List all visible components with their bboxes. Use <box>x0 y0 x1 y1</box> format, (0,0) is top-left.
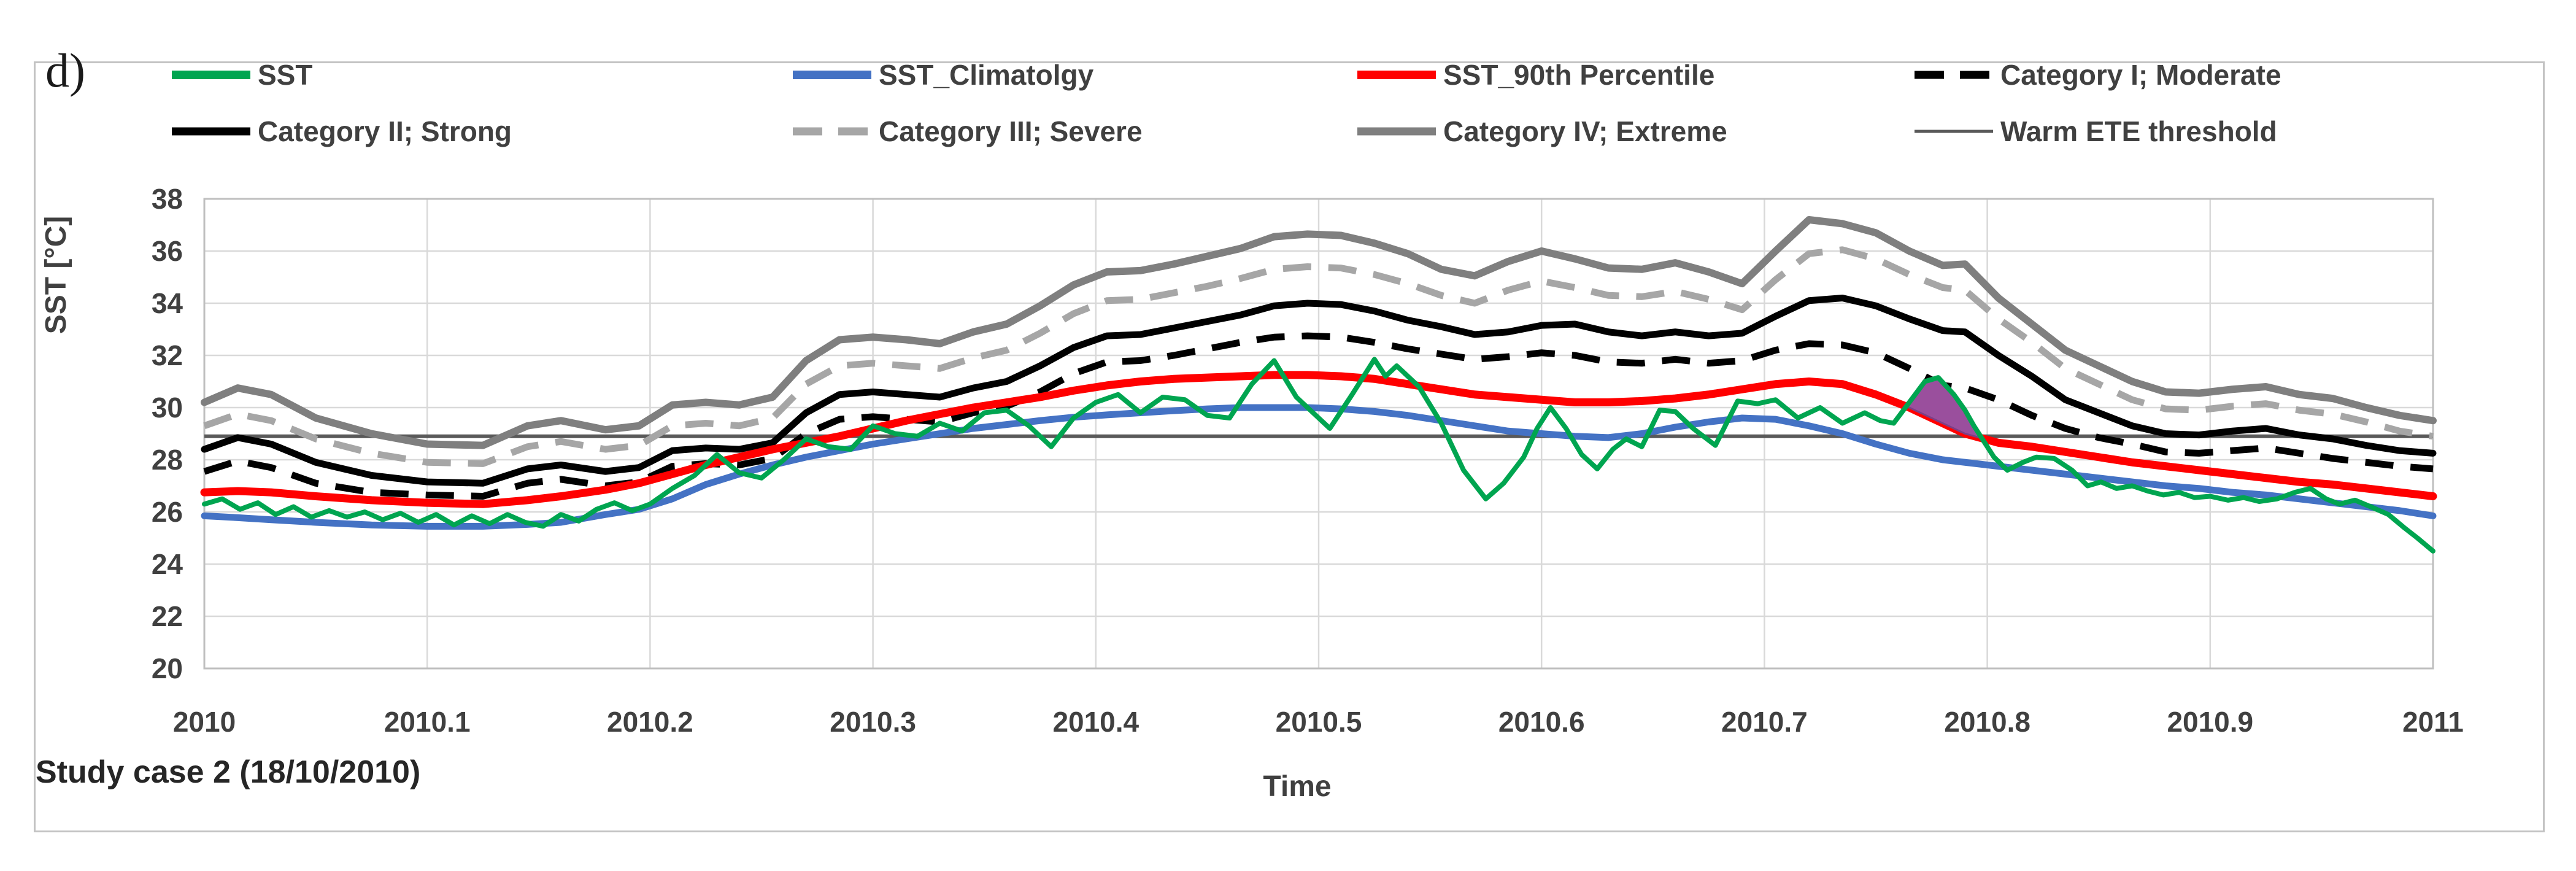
figure-border <box>34 61 2545 832</box>
y-axis-tick-label: 38 <box>152 183 183 215</box>
legend-item-label: Warm ETE threshold <box>2000 115 2277 147</box>
y-axis-tick-label: 32 <box>152 339 183 371</box>
x-axis-tick-label: 2010.5 <box>1276 706 1362 738</box>
legend-item-sst: SST <box>171 58 312 92</box>
y-axis-title: SST [°C] <box>40 215 72 335</box>
x-axis-tick-label: 2010.3 <box>830 706 916 738</box>
y-axis-tick-label: 20 <box>152 652 183 684</box>
x-axis-tick-label: 2011 <box>2402 706 2464 738</box>
series-category-ii-strong <box>201 295 2437 487</box>
legend-item-label: Category IV; Extreme <box>1443 115 1727 147</box>
legend-item-category-iv-extreme: Category IV; Extreme <box>1356 114 1727 149</box>
legend-swatch-category-ii-strong <box>172 127 250 136</box>
legend-swatch-sst-climatolgy <box>793 71 871 79</box>
x-axis-tick-label: 2010.7 <box>1721 706 1808 738</box>
legend-item-label: Category III; Severe <box>879 115 1143 147</box>
x-axis-tick-label: 2010.8 <box>1944 706 2030 738</box>
legend-swatch-sst-90th-percentile <box>1357 71 1436 79</box>
x-axis-tick-label: 2010.4 <box>1052 706 1139 738</box>
x-axis-tick-label: 2010.2 <box>607 706 693 738</box>
y-axis-tick-label: 28 <box>152 444 183 476</box>
x-axis-tick-label: 2010.6 <box>1498 706 1585 738</box>
legend-item-category-ii-strong: Category II; Strong <box>171 114 512 149</box>
y-axis-tick-label: 24 <box>152 548 183 580</box>
legend-item-category-iii-severe: Category III; Severe <box>792 114 1143 149</box>
series-sst-90th-percentile <box>200 371 2437 508</box>
y-axis-tick-label: 22 <box>152 600 183 632</box>
y-axis-tick-label: 36 <box>152 235 183 267</box>
legend-item-sst-climatolgy: SST_Climatolgy <box>792 58 1093 92</box>
legend-item-sst-90th-percentile: SST_90th Percentile <box>1356 58 1714 92</box>
legend-item-category-i-moderate: Category I; Moderate <box>1913 58 2281 92</box>
x-axis-tick-label: 2010 <box>173 706 236 738</box>
series-category-iv-extreme <box>201 216 2437 449</box>
panel-label: d) <box>45 44 85 97</box>
study-case-annotation: Study case 2 (18/10/2010) <box>36 754 421 790</box>
legend-item-label: SST <box>258 59 313 91</box>
series-category-iii-severe <box>203 246 2434 467</box>
legend-item-label: Category I; Moderate <box>2000 59 2281 91</box>
series-category-i-moderate <box>203 332 2434 500</box>
legend-swatch-sst <box>172 71 250 79</box>
x-axis-title: Time <box>1263 770 1332 803</box>
legend-item-label: Category II; Strong <box>258 115 512 147</box>
legend-swatch-category-i-moderate <box>1915 71 1993 79</box>
x-axis-tick-label: 2010.9 <box>2167 706 2253 738</box>
legend-swatch-warm-ete-threshold <box>1915 130 1993 133</box>
legend-item-label: SST_90th Percentile <box>1443 59 1715 91</box>
legend-swatch-category-iii-severe <box>793 127 871 136</box>
x-axis-tick-label: 2010.1 <box>384 706 471 738</box>
legend-swatch-category-iv-extreme <box>1357 127 1436 136</box>
y-axis-tick-label: 26 <box>152 496 183 528</box>
legend-item-warm-ete-threshold: Warm ETE threshold <box>1913 114 2277 149</box>
legend-item-label: SST_Climatolgy <box>879 59 1094 91</box>
series-sst <box>202 357 2435 554</box>
y-axis-tick-label: 30 <box>152 392 183 424</box>
y-axis-tick-label: 34 <box>152 287 183 319</box>
